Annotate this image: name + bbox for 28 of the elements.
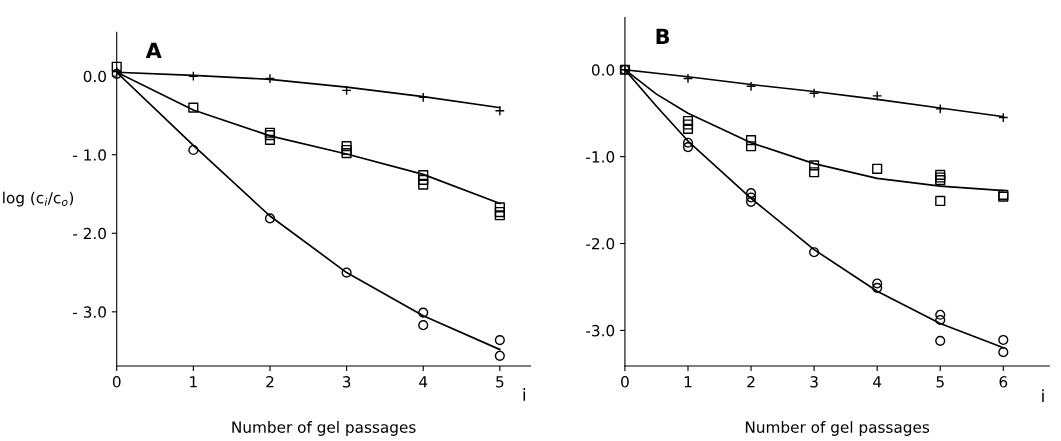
x-tick-label: 3 (342, 376, 351, 388)
chart-title: A (145, 42, 162, 59)
text: i (1042, 389, 1044, 402)
y-tick-label: -1.0 (586, 151, 615, 163)
x-tick-label: 0 (112, 376, 121, 388)
y-tick-label: 0.0 (83, 70, 106, 83)
y-axis-title: log (c$_{i}$/c$_{o}$) (3, 191, 74, 207)
x-tick-label: 1 (190, 376, 197, 388)
chart-title: B (656, 28, 670, 44)
x-tick-label: 6 (999, 376, 1008, 388)
x-axis-title: Number of gel passages (232, 421, 416, 436)
y-tick-label: -3.0 (586, 324, 615, 337)
x-tick-label: 4 (419, 376, 428, 388)
x-tick-label: 5 (936, 376, 944, 388)
y-tick-label: - 1.0 (73, 149, 106, 161)
x-tick-label: 2 (747, 376, 755, 388)
x-tick-label: 4 (873, 376, 882, 388)
x-tick-label: 3 (810, 376, 818, 388)
x-tick-label: 2 (266, 376, 274, 388)
y-tick-label: 0.0 (591, 64, 615, 76)
y-tick-label: -2.0 (586, 237, 615, 250)
x-tick-label: 1 (684, 376, 692, 388)
x-tick-label: 0 (621, 376, 629, 388)
text: i (523, 388, 526, 401)
x-axis-title: Number of gel passages (745, 421, 930, 436)
y-tick-label: - 2.0 (73, 227, 106, 240)
y-tick-label: - 3.0 (73, 306, 106, 318)
x-tick-label: 5 (496, 376, 504, 388)
